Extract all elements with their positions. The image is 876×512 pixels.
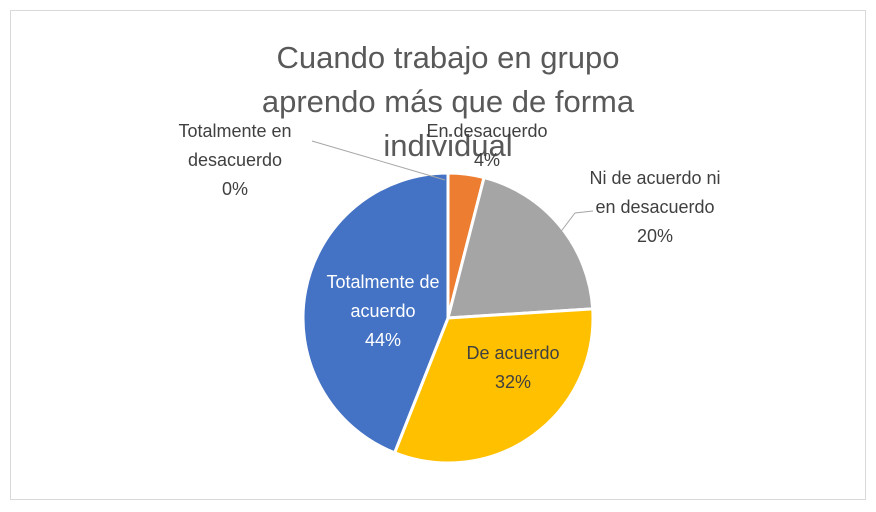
category-label: De acuerdo	[466, 343, 560, 363]
value-label: 44%	[364, 330, 402, 350]
data-label: Totalmente de acuerdo 44%	[318, 268, 448, 355]
chart-title: Cuando trabajo en grupo aprendo más que …	[261, 40, 635, 163]
value-label: 0%	[221, 179, 248, 199]
leader-line	[555, 210, 594, 239]
category-label: Ni de acuerdo ni en desacuerdo	[589, 168, 721, 217]
data-label: Ni de acuerdo ni en desacuerdo 20%	[588, 164, 723, 251]
category-label: Totalmente en desacuerdo	[178, 121, 292, 170]
leader-line	[311, 140, 446, 181]
category-label: En desacuerdo	[426, 121, 548, 141]
pie-slice	[392, 307, 595, 465]
pie-slice	[446, 175, 595, 320]
value-label: 20%	[636, 226, 674, 246]
value-label: 32%	[494, 372, 532, 392]
data-label: De acuerdo 32%	[443, 339, 583, 397]
value-label: 4%	[473, 150, 500, 170]
category-label: Totalmente de acuerdo	[326, 272, 440, 321]
pie-slice	[301, 171, 450, 455]
data-label: En desacuerdo 4%	[407, 117, 567, 175]
data-label: Totalmente en desacuerdo 0%	[155, 117, 315, 204]
